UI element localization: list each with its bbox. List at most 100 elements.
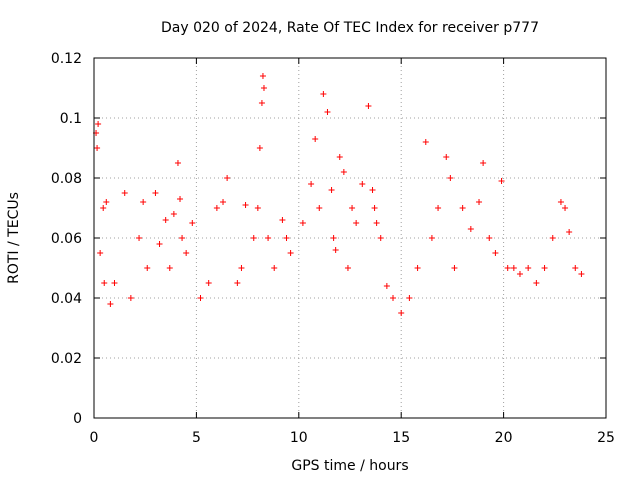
data-point: [369, 187, 376, 193]
data-point: [224, 175, 231, 181]
data-point: [324, 109, 331, 115]
data-point: [557, 199, 564, 205]
data-point: [94, 145, 101, 151]
data-point: [254, 205, 261, 211]
chart-title: Day 020 of 2024, Rate Of TEC Index for r…: [161, 20, 539, 36]
data-point: [174, 160, 181, 166]
data-point: [332, 247, 339, 253]
y-tick-label: 0: [73, 411, 82, 427]
data-point: [510, 265, 517, 271]
data-point: [486, 235, 493, 241]
data-point: [197, 295, 204, 301]
data-point: [406, 295, 413, 301]
data-point: [476, 199, 483, 205]
x-tick-label: 0: [90, 430, 99, 446]
data-point: [330, 235, 337, 241]
data-point: [127, 295, 134, 301]
data-point: [578, 271, 585, 277]
data-point: [365, 103, 372, 109]
data-point: [377, 235, 384, 241]
data-point: [443, 154, 450, 160]
data-point: [179, 235, 186, 241]
data-point: [541, 265, 548, 271]
data-point: [162, 217, 169, 223]
data-point: [516, 271, 523, 277]
data-point: [256, 145, 263, 151]
data-point: [480, 160, 487, 166]
data-point: [459, 205, 466, 211]
data-point: [189, 220, 196, 226]
data-point: [299, 220, 306, 226]
data-point: [549, 235, 556, 241]
data-point: [383, 283, 390, 289]
data-point: [111, 280, 118, 286]
data-point: [371, 205, 378, 211]
data-point: [213, 205, 220, 211]
data-point: [344, 265, 351, 271]
x-tick-label: 25: [597, 430, 615, 446]
data-point: [562, 205, 569, 211]
data-point: [170, 211, 177, 217]
data-point: [340, 169, 347, 175]
data-point: [183, 250, 190, 256]
data-point: [316, 205, 323, 211]
y-tick-label: 0.12: [51, 51, 82, 67]
y-axis-label: ROTI / TECUs: [6, 192, 22, 284]
data-point: [428, 235, 435, 241]
y-tick-label: 0.1: [60, 111, 82, 127]
x-tick-label: 5: [192, 430, 201, 446]
data-point: [220, 199, 227, 205]
data-point: [572, 265, 579, 271]
data-point: [451, 265, 458, 271]
data-point: [234, 280, 241, 286]
data-point: [271, 265, 278, 271]
data-point: [100, 205, 107, 211]
data-point: [492, 250, 499, 256]
data-point: [435, 205, 442, 211]
data-point: [140, 199, 147, 205]
data-point: [283, 235, 290, 241]
data-point: [422, 139, 429, 145]
data-point: [238, 265, 245, 271]
data-point: [265, 235, 272, 241]
y-tick-label: 0.04: [51, 291, 82, 307]
data-point: [121, 190, 128, 196]
data-point: [156, 241, 163, 247]
y-tick-label: 0.06: [51, 231, 82, 247]
data-point: [166, 265, 173, 271]
data-point: [107, 301, 114, 307]
data-point: [258, 100, 265, 106]
data-point: [242, 202, 249, 208]
data-point: [504, 265, 511, 271]
data-point: [260, 85, 267, 91]
data-points: [93, 73, 585, 316]
data-point: [336, 154, 343, 160]
data-point: [308, 181, 315, 187]
data-point: [467, 226, 474, 232]
data-point: [414, 265, 421, 271]
data-point: [373, 220, 380, 226]
data-point: [390, 295, 397, 301]
x-tick-label: 20: [495, 430, 513, 446]
data-point: [566, 229, 573, 235]
data-point: [287, 250, 294, 256]
x-axis-label: GPS time / hours: [291, 458, 408, 474]
data-point: [103, 199, 110, 205]
data-point: [447, 175, 454, 181]
grid-lines: [94, 58, 606, 418]
data-point: [533, 280, 540, 286]
data-point: [398, 310, 405, 316]
data-point: [498, 178, 505, 184]
y-tick-label: 0.08: [51, 171, 82, 187]
data-point: [525, 265, 532, 271]
data-point: [95, 121, 102, 127]
data-point: [250, 235, 257, 241]
data-point: [259, 73, 266, 79]
y-tick-label: 0.02: [51, 351, 82, 367]
x-tick-label: 15: [392, 430, 410, 446]
data-point: [177, 196, 184, 202]
data-point: [205, 280, 212, 286]
data-point: [136, 235, 143, 241]
data-point: [312, 136, 319, 142]
